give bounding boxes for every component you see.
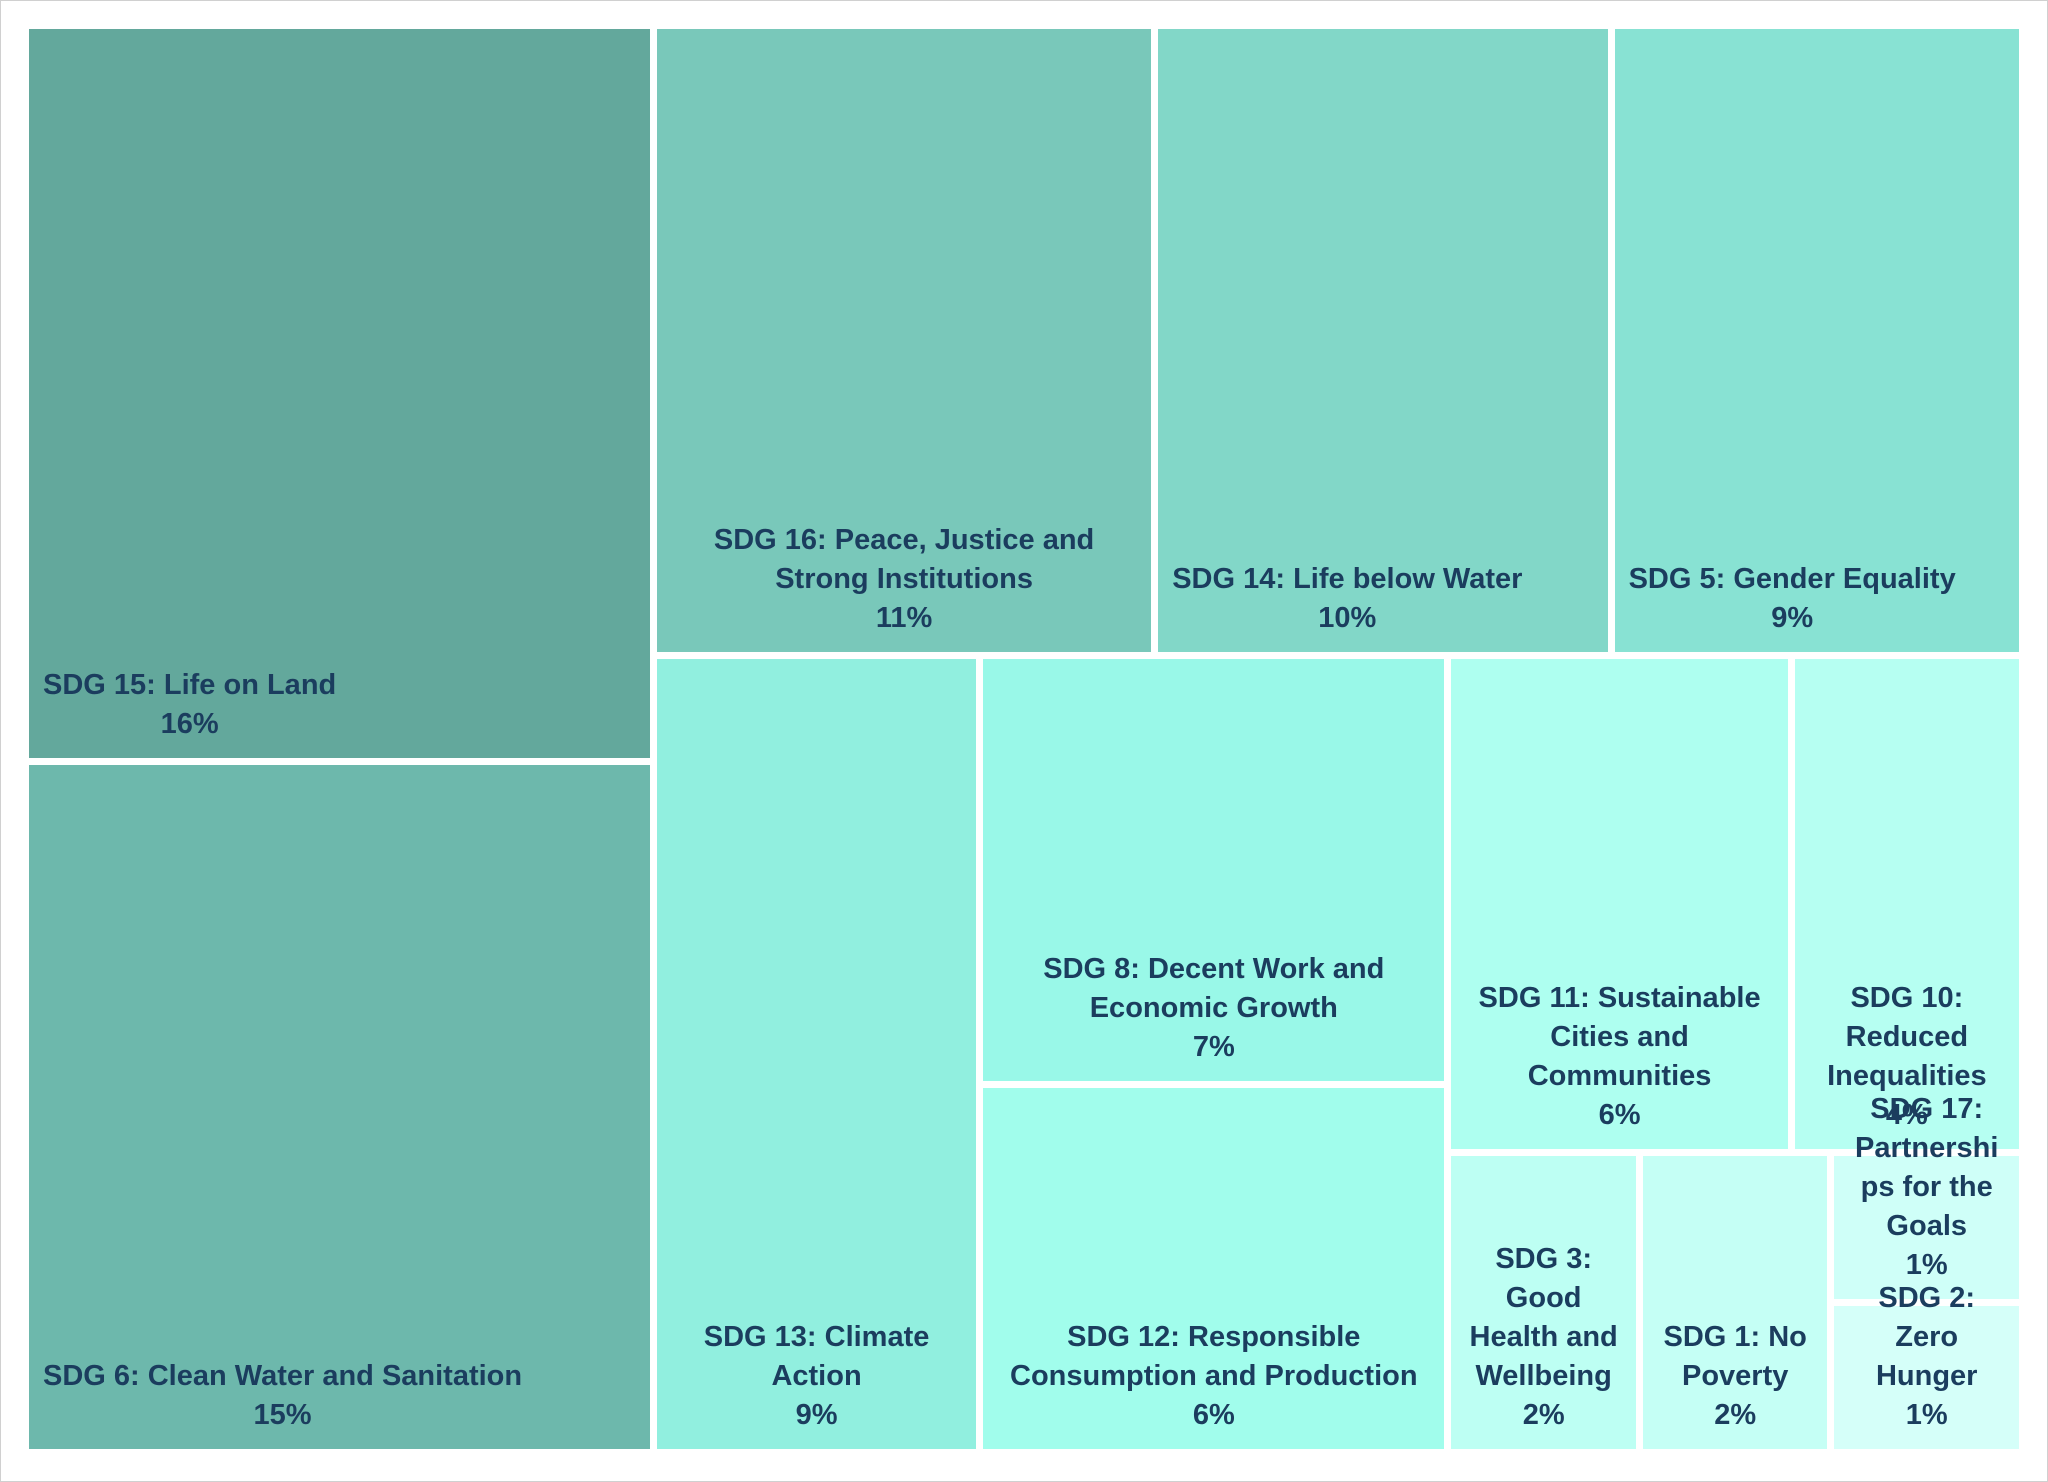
category-label: SDG 6: Clean Water and Sanitation	[43, 1359, 523, 1392]
tile: SDG 16: Peace, Justice and Strong Instit…	[656, 29, 1152, 653]
value-label: 1%	[1905, 1398, 1948, 1431]
value-label: 15%	[253, 1398, 312, 1431]
value-label: 9%	[1771, 602, 1814, 635]
value-label: 4%	[1885, 1098, 1928, 1131]
category-label: SDG 17: Partnerships for the Goals	[1854, 1092, 1999, 1242]
category-label: SDG 5: Gender Equality	[1628, 563, 1956, 596]
tile: SDG 3: Good Health and Wellbeing 2%	[1451, 1155, 1636, 1449]
tile-label: SDG 2: Zero Hunger 1%	[1848, 1279, 2005, 1435]
category-label: SDG 8: Decent Work and Economic Growth	[1043, 952, 1385, 1024]
tile: SDG 11: Sustainable Cities and Communiti…	[1451, 659, 1788, 1149]
tile-label: SDG 1: No Poverty 2%	[1657, 1318, 1814, 1435]
value-label: 16%	[160, 708, 219, 741]
category-label: SDG 1: No Poverty	[1663, 1320, 1807, 1392]
tile: SDG 5: Gender Equality 9%	[1614, 29, 2019, 653]
tile-label: SDG 13: Climate Action 9%	[671, 1318, 962, 1435]
value-label: 7%	[1192, 1030, 1235, 1063]
value-label: 2%	[1714, 1398, 1757, 1431]
tile: SDG 10: Reduced Inequalities 4%	[1794, 659, 2019, 1149]
tile-label: SDG 16: Peace, Justice and Strong Instit…	[671, 521, 1137, 638]
tile-label: SDG 6: Clean Water and Sanitation 15%	[43, 1357, 522, 1435]
value-label: 10%	[1318, 602, 1377, 635]
tile: SDG 13: Climate Action 9%	[656, 659, 977, 1449]
tile-label: SDG 11: Sustainable Cities and Communiti…	[1465, 979, 1773, 1135]
value-label: 6%	[1598, 1098, 1641, 1131]
tile: SDG 2: Zero Hunger 1%	[1834, 1282, 2019, 1449]
category-label: SDG 11: Sustainable Cities and Communiti…	[1478, 981, 1761, 1092]
tile-label: SDG 8: Decent Work and Economic Growth 7%	[997, 950, 1430, 1067]
category-label: SDG 14: Life below Water	[1172, 563, 1523, 596]
category-label: SDG 13: Climate Action	[703, 1320, 930, 1392]
tile: SDG 1: No Poverty 2%	[1642, 1155, 1828, 1449]
tile: SDG 6: Clean Water and Sanitation 15%	[29, 765, 650, 1449]
category-label: SDG 10: Reduced Inequalities	[1827, 981, 1987, 1092]
category-label: SDG 3: Good Health and Wellbeing	[1469, 1242, 1618, 1392]
value-label: 2%	[1522, 1398, 1565, 1431]
tile: SDG 17: Partnerships for the Goals 1%	[1834, 1093, 2019, 1299]
tile: SDG 15: Life on Land 16%	[29, 29, 650, 759]
value-label: 6%	[1192, 1398, 1235, 1431]
value-label: 9%	[795, 1398, 838, 1431]
tile: SDG 12: Responsible Consumption and Prod…	[983, 1087, 1445, 1449]
value-label: 11%	[875, 602, 933, 635]
tile: SDG 8: Decent Work and Economic Growth 7%	[983, 659, 1445, 1081]
tile-label: SDG 17: Partnerships for the Goals 1%	[1848, 1090, 2005, 1285]
tile-label: SDG 14: Life below Water 10%	[1172, 560, 1522, 638]
tile-label: SDG 10: Reduced Inequalities 4%	[1809, 979, 2005, 1135]
tile-label: SDG 12: Responsible Consumption and Prod…	[997, 1318, 1430, 1435]
value-label: 1%	[1905, 1248, 1948, 1281]
category-label: SDG 2: Zero Hunger	[1875, 1281, 1978, 1392]
tile-label: SDG 3: Good Health and Wellbeing 2%	[1465, 1240, 1622, 1435]
tile-label: SDG 15: Life on Land 16%	[43, 666, 336, 744]
category-label: SDG 15: Life on Land	[43, 669, 337, 702]
tile-label: SDG 5: Gender Equality 9%	[1629, 560, 1956, 638]
tile: SDG 14: Life below Water 10%	[1158, 29, 1608, 653]
category-label: SDG 12: Responsible Consumption and Prod…	[1010, 1320, 1418, 1392]
category-label: SDG 16: Peace, Justice and Strong Instit…	[713, 524, 1095, 596]
